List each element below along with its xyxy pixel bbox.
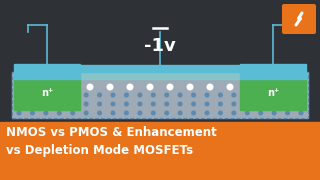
Circle shape [84,111,88,115]
Text: -1v: -1v [144,37,176,55]
Circle shape [107,84,113,90]
Bar [14,64,80,79]
Bar [80,65,240,72]
Circle shape [178,102,182,106]
Circle shape [232,102,236,106]
Circle shape [124,102,128,106]
Circle shape [187,84,193,90]
Circle shape [259,111,262,115]
Circle shape [192,111,196,115]
Circle shape [44,111,48,115]
Circle shape [232,93,236,97]
Circle shape [84,102,88,106]
Circle shape [219,102,222,106]
Circle shape [192,93,196,97]
Circle shape [232,111,236,115]
Circle shape [299,111,303,115]
Circle shape [207,84,213,90]
Bar [80,72,240,79]
Bar [12,72,308,118]
Text: n⁺: n⁺ [41,88,53,98]
Circle shape [98,102,101,106]
Circle shape [151,93,155,97]
Circle shape [205,102,209,106]
Circle shape [124,111,128,115]
Circle shape [147,84,153,90]
Bar [0,122,320,180]
Circle shape [31,111,34,115]
Circle shape [192,102,196,106]
Circle shape [219,111,222,115]
Bar [12,72,308,118]
Circle shape [272,111,276,115]
Circle shape [124,93,128,97]
Circle shape [71,111,75,115]
Circle shape [138,93,142,97]
Bar [240,76,306,110]
Circle shape [178,93,182,97]
Circle shape [151,111,155,115]
Circle shape [111,111,115,115]
Circle shape [58,111,61,115]
Bar [240,64,306,79]
Circle shape [138,102,142,106]
Circle shape [127,84,133,90]
Text: n⁺: n⁺ [267,88,279,98]
Circle shape [165,111,169,115]
FancyBboxPatch shape [282,4,316,34]
Circle shape [178,111,182,115]
Circle shape [98,111,101,115]
Circle shape [205,111,209,115]
Circle shape [165,93,169,97]
Circle shape [205,93,209,97]
Circle shape [138,111,142,115]
Circle shape [98,93,101,97]
Circle shape [111,102,115,106]
Circle shape [165,102,169,106]
Circle shape [286,111,289,115]
Text: NMOS vs PMOS & Enhancement
vs Depletion Mode MOSFETs: NMOS vs PMOS & Enhancement vs Depletion … [6,126,217,157]
Circle shape [245,111,249,115]
Circle shape [84,93,88,97]
Circle shape [151,102,155,106]
Circle shape [87,84,93,90]
Circle shape [219,93,222,97]
Circle shape [17,111,21,115]
Bar [14,76,80,110]
Circle shape [227,84,233,90]
Circle shape [111,93,115,97]
Circle shape [167,84,173,90]
